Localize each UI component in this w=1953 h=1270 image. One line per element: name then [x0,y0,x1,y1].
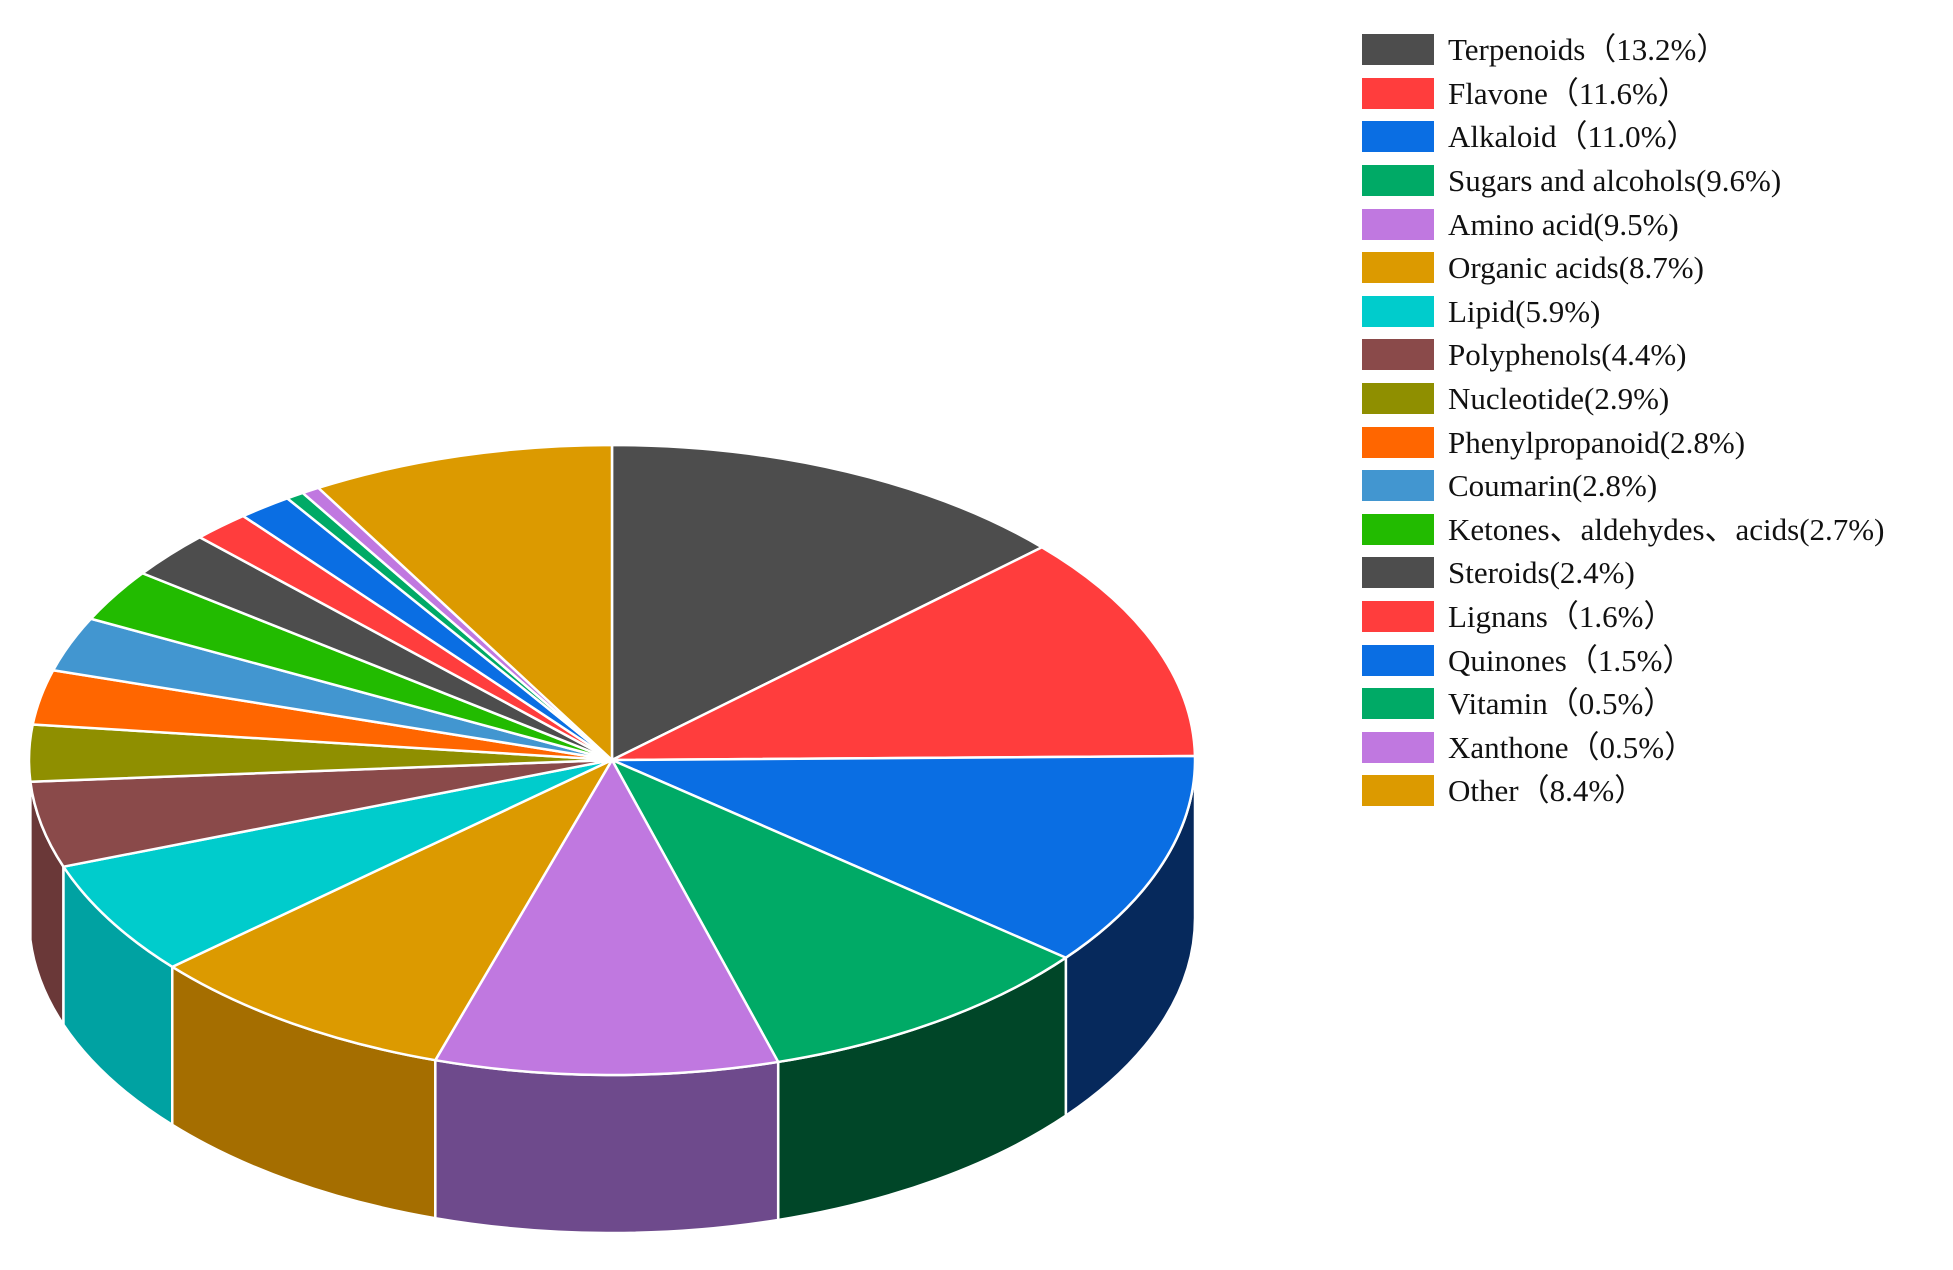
legend-item: Terpenoids（13.2%） [1362,28,1884,72]
legend-swatch [1362,644,1434,676]
legend-swatch [1362,688,1434,720]
legend-label: Quinones（1.5%） [1448,642,1694,678]
legend-swatch [1362,77,1434,109]
legend-swatch [1362,383,1434,415]
legend-swatch [1362,339,1434,371]
legend-label: Sugars and alcohols(9.6%) [1448,163,1782,199]
pie-slice [29,758,614,868]
legend-item: Amino acid(9.5%) [1362,202,1884,246]
legend-item: Lipid(5.9%) [1362,290,1884,334]
legend-item: Phenylpropanoid(2.8%) [1362,420,1884,464]
legend-swatch [1362,775,1434,807]
legend-label: Terpenoids（13.2%） [1448,32,1728,68]
legend-item: Vitamin（0.5%） [1362,682,1884,726]
legend-label: Xanthone（0.5%） [1448,729,1696,765]
legend-item: Alkaloid（11.0%） [1362,115,1884,159]
legend-swatch [1362,557,1434,589]
legend-swatch [1362,252,1434,284]
legend-swatch [1362,731,1434,763]
pie-slice [610,443,1044,762]
legend-label: Steroids(2.4%) [1448,555,1635,591]
legend-label: Lignans（1.6%） [1448,599,1675,635]
legend-label: Organic acids(8.7%) [1448,250,1704,286]
legend-label: Alkaloid（11.0%） [1448,119,1698,155]
legend-item: Steroids(2.4%) [1362,551,1884,595]
legend-item: Quinones（1.5%） [1362,638,1884,682]
legend-swatch [1362,601,1434,633]
legend-label: Polyphenols(4.4%) [1448,337,1687,373]
pie-slice [171,758,614,1062]
legend-swatch [1362,295,1434,327]
legend-item: Coumarin(2.8%) [1362,464,1884,508]
legend-label: Coumarin(2.8%) [1448,468,1658,504]
pie-slice [434,758,780,1077]
legend-swatch [1362,513,1434,545]
legend-item: Nucleotide(2.9%) [1362,377,1884,421]
legend-label: Amino acid(9.5%) [1448,206,1679,242]
legend-swatch [1362,34,1434,66]
legend-label: Vitamin（0.5%） [1448,686,1675,722]
pie-slice [610,758,1068,1064]
legend-swatch [1362,165,1434,197]
legend-label: Nucleotide(2.9%) [1448,381,1670,417]
legend-label: Flavone（11.6%） [1448,75,1689,111]
legend-item: Other（8.4%） [1362,769,1884,813]
pie-slice [62,758,614,969]
legend-label: Phenylpropanoid(2.8%) [1448,424,1746,460]
legend-item: Organic acids(8.7%) [1362,246,1884,290]
legend: Terpenoids（13.2%） Flavone（11.6%） Alkaloid（… [1362,28,1884,813]
pie-slice-side [434,1058,780,1235]
legend-swatch [1362,121,1434,153]
pie-slice [317,443,614,762]
legend-swatch [1362,208,1434,240]
legend-item: Ketones、aldehydes、acids(2.7%) [1362,508,1884,552]
legend-swatch [1362,470,1434,502]
pie-slice [610,546,1197,762]
legend-item: Lignans（1.6%） [1362,595,1884,639]
legend-item: Sugars and alcohols(9.6%) [1362,159,1884,203]
legend-item: Polyphenols(4.4%) [1362,333,1884,377]
legend-label: Lipid(5.9%) [1448,293,1601,329]
legend-swatch [1362,426,1434,458]
legend-label: Ketones、aldehydes、acids(2.7%) [1448,511,1885,547]
legend-item: Flavone（11.6%） [1362,72,1884,116]
legend-item: Xanthone（0.5%） [1362,726,1884,770]
legend-label: Other（8.4%） [1448,773,1646,809]
pie-top-layer [27,443,1197,1077]
pie-slice [610,754,1197,959]
